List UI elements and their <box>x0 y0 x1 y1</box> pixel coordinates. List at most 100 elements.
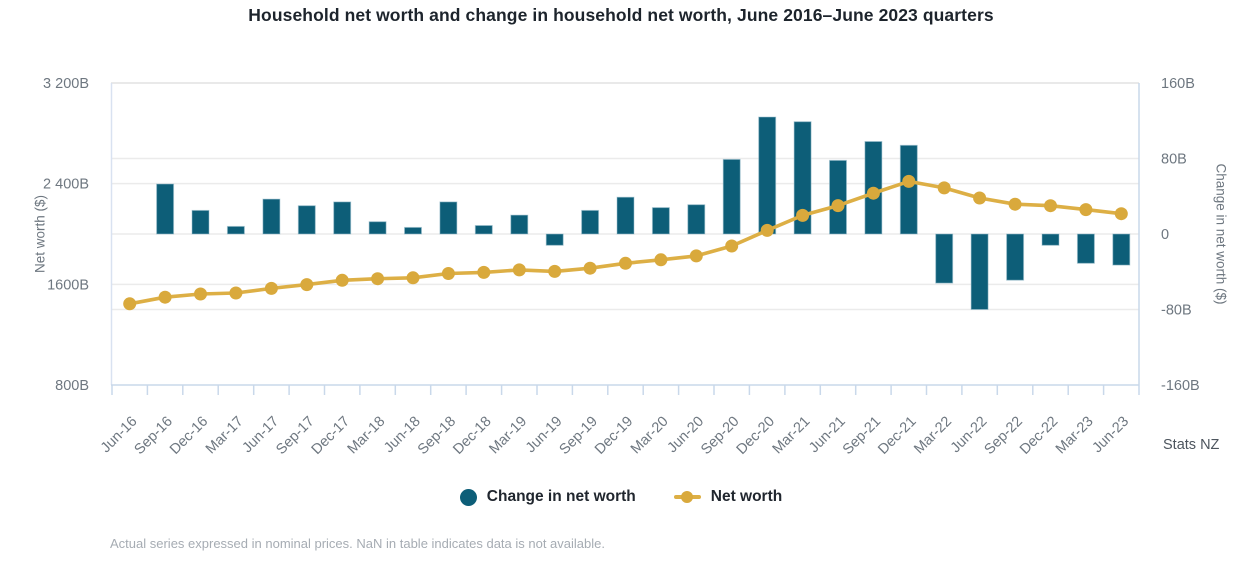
legend-item-net-worth[interactable]: Net worth <box>673 488 783 506</box>
bar-Dec-18[interactable] <box>474 225 493 235</box>
x-tick-label: Dec-18 <box>450 414 494 458</box>
point-Sep-18[interactable] <box>441 267 455 280</box>
legend-item-change-in-net-worth[interactable]: Change in net worth <box>459 488 636 506</box>
x-tick-label: Sep-20 <box>698 414 742 458</box>
bar-Sep-18[interactable] <box>439 201 458 235</box>
x-tick-label: Sep-22 <box>982 414 1026 458</box>
point-Mar-18[interactable] <box>371 272 385 286</box>
x-tick-label: Dec-21 <box>875 414 919 458</box>
point-Sep-20[interactable] <box>725 239 739 253</box>
legend: Change in net worth Net worth <box>0 488 1242 506</box>
bar-Dec-16[interactable] <box>191 209 210 235</box>
bar-Sep-20[interactable] <box>722 158 741 235</box>
point-Sep-22[interactable] <box>1008 197 1022 211</box>
bar-Mar-21[interactable] <box>793 121 812 235</box>
point-Mar-17[interactable] <box>229 286 243 300</box>
bar-Mar-17[interactable] <box>226 225 245 235</box>
point-Dec-21[interactable] <box>902 174 916 188</box>
line-series-swatch-icon <box>673 490 701 504</box>
point-Mar-19[interactable] <box>512 263 526 277</box>
x-tick-label: Mar-22 <box>911 414 955 458</box>
left-tick-label: 2 400B <box>43 177 89 193</box>
point-Mar-20[interactable] <box>654 253 668 267</box>
x-tick-label: Dec-19 <box>592 414 636 458</box>
bar-Jun-19[interactable] <box>545 233 564 246</box>
point-Jun-19[interactable] <box>548 264 562 278</box>
bar-Sep-16[interactable] <box>156 183 175 235</box>
x-tick-label: Sep-17 <box>273 414 317 458</box>
point-Dec-18[interactable] <box>477 265 491 279</box>
bar-Jun-20[interactable] <box>687 204 706 235</box>
point-Mar-23[interactable] <box>1079 203 1093 217</box>
bar-Sep-19[interactable] <box>581 209 600 235</box>
legend-label: Net worth <box>710 488 783 505</box>
bar-Dec-19[interactable] <box>616 196 635 235</box>
bar-Dec-22[interactable] <box>1041 233 1060 246</box>
point-Jun-20[interactable] <box>689 249 703 263</box>
point-Sep-16[interactable] <box>158 290 172 304</box>
x-tick-label: Sep-21 <box>840 414 884 458</box>
point-Jun-17[interactable] <box>264 281 278 295</box>
chart-title: Household net worth and change in househ… <box>248 5 994 25</box>
source-label: Stats NZ <box>1163 437 1220 453</box>
line-series-dot-icon <box>680 490 694 504</box>
right-tick-label: -160B <box>1161 378 1200 394</box>
left-tick-label: 3 200B <box>43 76 89 92</box>
point-Jun-21[interactable] <box>831 199 845 213</box>
x-tick-label: Mar-23 <box>1053 414 1097 458</box>
x-tick-label: Dec-20 <box>734 414 778 458</box>
left-axis-title: Net worth ($) <box>32 194 48 274</box>
right-tick-label: 80B <box>1161 152 1187 168</box>
right-tick-label: -80B <box>1161 303 1192 319</box>
x-tick-label: Sep-18 <box>415 414 459 458</box>
x-tick-label: Mar-21 <box>770 414 814 458</box>
point-Jun-16[interactable] <box>123 297 137 311</box>
x-tick-label: Sep-19 <box>557 414 601 458</box>
legend-label: Change in net worth <box>486 488 636 505</box>
right-tick-label: 160B <box>1161 76 1195 92</box>
left-tick-label: 800B <box>55 378 89 394</box>
bar-Jun-17[interactable] <box>262 198 281 235</box>
chart-canvas: 3 200B 2 400B 1600B 800B 160B 80B 0 -80B -160B Ju… <box>43 76 1200 458</box>
bar-Jun-18[interactable] <box>404 226 422 235</box>
x-tick-label: Dec-17 <box>309 414 353 458</box>
bar-Mar-19[interactable] <box>510 214 529 235</box>
right-tick-label: 0 <box>1161 227 1169 243</box>
bar-Mar-22[interactable] <box>935 233 954 284</box>
bar-series-swatch-icon <box>459 488 477 506</box>
point-Jun-18[interactable] <box>406 271 420 285</box>
bar-Jun-21[interactable] <box>829 159 847 235</box>
bar-Sep-22[interactable] <box>1006 233 1025 281</box>
point-Dec-17[interactable] <box>335 273 349 287</box>
x-tick-label: Jun-23 <box>1089 414 1132 457</box>
bar-Mar-20[interactable] <box>651 207 670 235</box>
bar-Mar-18[interactable] <box>368 221 387 235</box>
x-tick-label: Sep-16 <box>132 414 176 458</box>
point-Dec-16[interactable] <box>194 287 207 301</box>
footnote: Actual series expressed in nominal price… <box>110 536 605 551</box>
point-Dec-22[interactable] <box>1044 199 1057 213</box>
point-Sep-17[interactable] <box>300 278 314 292</box>
point-Mar-22[interactable] <box>937 181 951 195</box>
right-axis-title: Change in net worth ($) <box>1213 163 1229 305</box>
point-Sep-19[interactable] <box>583 261 597 275</box>
bar-Dec-20[interactable] <box>758 116 777 235</box>
point-Dec-20[interactable] <box>760 223 774 237</box>
bar-Jun-22[interactable] <box>970 233 989 310</box>
point-Sep-21[interactable] <box>866 186 880 200</box>
point-Mar-21[interactable] <box>796 208 810 222</box>
bar-Sep-17[interactable] <box>297 205 316 235</box>
x-tick-label: Dec-22 <box>1017 414 1061 458</box>
x-tick-label: Mar-18 <box>345 414 389 458</box>
bar-Jun-23[interactable] <box>1112 233 1131 266</box>
x-tick-label: Mar-19 <box>486 414 530 458</box>
point-Jun-22[interactable] <box>973 191 987 205</box>
bar-Dec-21[interactable] <box>899 144 918 235</box>
point-Jun-23[interactable] <box>1114 207 1128 221</box>
bar-Mar-23[interactable] <box>1076 233 1095 264</box>
point-Dec-19[interactable] <box>619 256 632 270</box>
bar-Dec-17[interactable] <box>333 201 352 235</box>
x-tick-label: Mar-20 <box>628 414 672 458</box>
x-tick-label: Dec-16 <box>167 414 211 458</box>
